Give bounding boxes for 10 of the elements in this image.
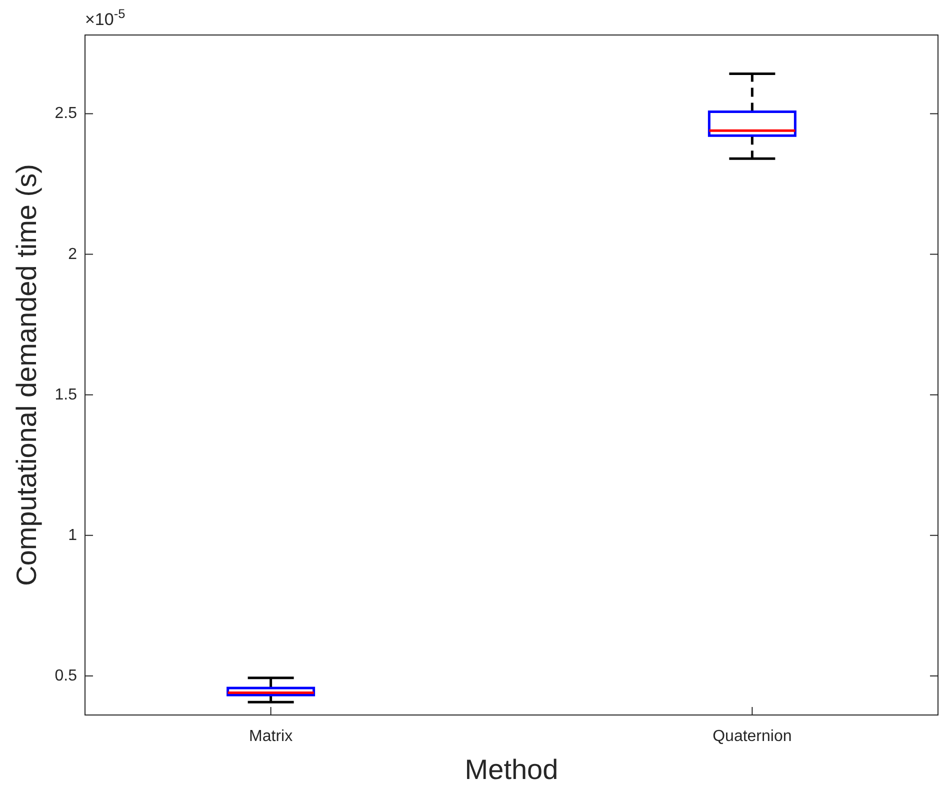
y-tick-label: 1 <box>68 526 78 544</box>
y-axis-title: Computational demanded time (s) <box>11 164 42 586</box>
y-tick-label: 2 <box>68 246 78 263</box>
x-tick-label: Quaternion <box>712 728 792 745</box>
y-tick-label: 0.5 <box>54 667 78 684</box>
text: ×10$^{-5}$ <box>85 6 126 29</box>
y-tick-label: 1.5 <box>54 386 78 404</box>
x-tick-label: Matrix <box>249 728 293 745</box>
x-axis-title: Method <box>464 754 558 785</box>
y-tick-label: 2.5 <box>54 105 78 122</box>
